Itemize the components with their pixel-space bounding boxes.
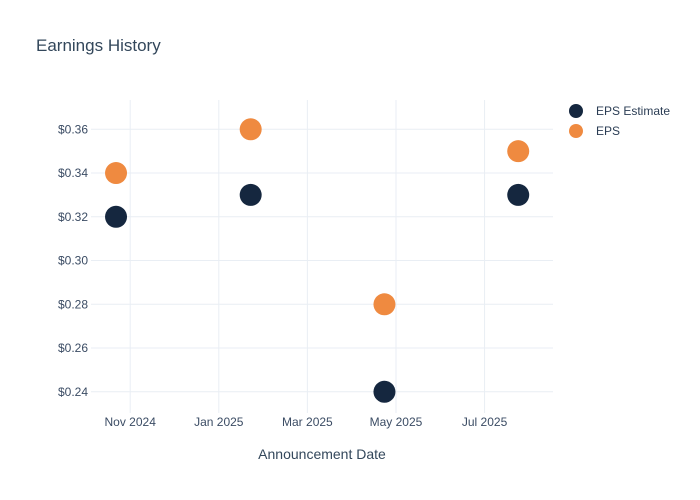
x-tick-label: Jan 2025 [194, 415, 244, 429]
legend-item-eps[interactable]: EPS [569, 124, 670, 138]
x-tick-label: May 2025 [370, 415, 423, 429]
data-point-eps[interactable] [373, 293, 396, 316]
eps-marker-icon [569, 124, 583, 138]
y-tick-label: $0.32 [58, 210, 88, 224]
x-tick-label: Mar 2025 [282, 415, 333, 429]
y-tick-label: $0.36 [58, 122, 88, 136]
x-tick-label: Nov 2024 [105, 415, 157, 429]
legend: EPS Estimate EPS [569, 104, 670, 138]
y-tick-label: $0.30 [58, 254, 88, 268]
x-tick-label: Jul 2025 [462, 415, 508, 429]
y-tick-label: $0.34 [58, 166, 88, 180]
data-point-eps[interactable] [105, 162, 128, 185]
legend-label: EPS Estimate [596, 104, 671, 118]
data-point-eps[interactable] [239, 118, 262, 141]
legend-label: EPS [596, 124, 621, 138]
legend-item-eps-estimate[interactable]: EPS Estimate [569, 104, 670, 118]
y-tick-label: $0.24 [58, 385, 88, 399]
data-point-eps-estimate[interactable] [507, 183, 530, 206]
y-tick-label: $0.28 [58, 297, 88, 311]
data-point-eps[interactable] [507, 140, 530, 163]
data-point-eps-estimate[interactable] [105, 205, 128, 228]
chart-title: Earnings History [36, 36, 161, 55]
x-axis-title: Announcement Date [258, 446, 386, 462]
data-point-eps-estimate[interactable] [239, 183, 262, 206]
y-tick-label: $0.26 [58, 341, 88, 355]
eps-estimate-marker-icon [569, 104, 583, 118]
data-point-eps-estimate[interactable] [373, 380, 396, 403]
